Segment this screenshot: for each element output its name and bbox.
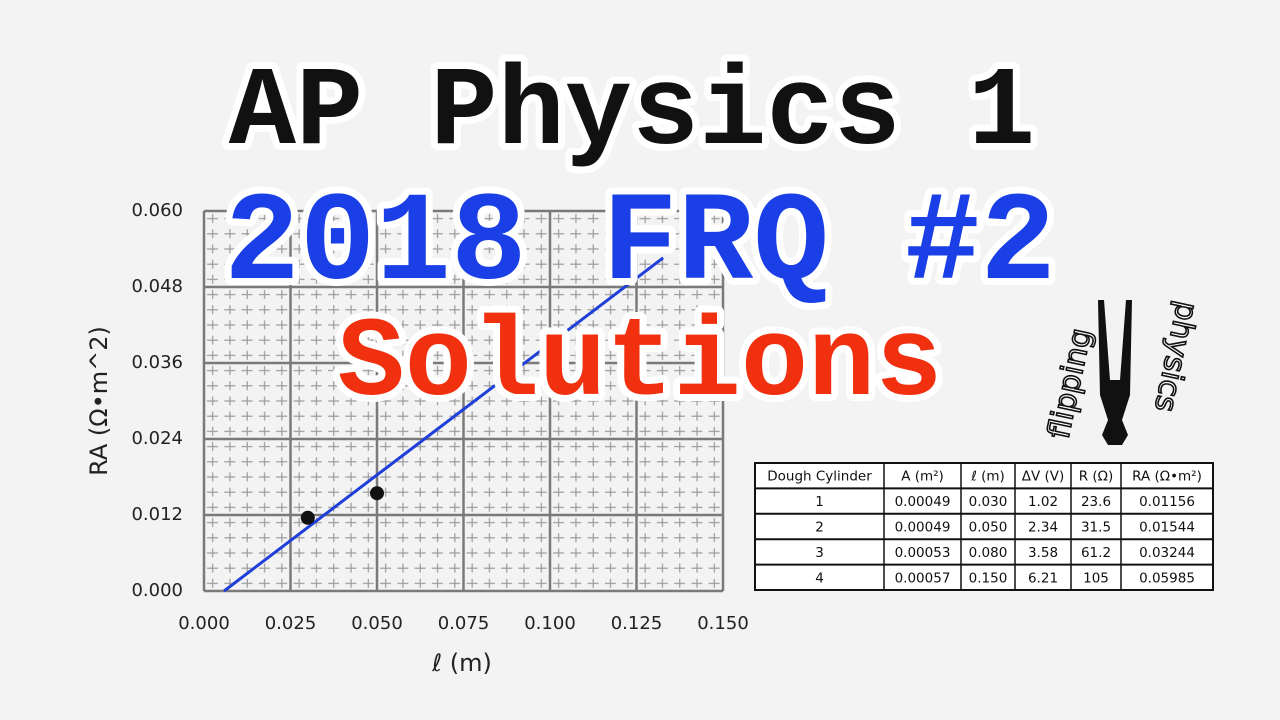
data-point — [300, 510, 315, 525]
y-axis-label: RA (Ω•m^2) — [85, 326, 113, 476]
grid: 0.000 0.025 0.050 0.075 0.100 0.125 0.150 0.000… — [131, 200, 748, 634]
table-cell: 0.00057 — [895, 570, 951, 586]
logo-figure — [1098, 300, 1132, 445]
table-cell: 0.01544 — [1139, 520, 1195, 536]
title: AP Physics 1 — [229, 50, 1036, 177]
table-cell: 0.05985 — [1139, 570, 1195, 586]
table-header: ℓ (m) — [970, 469, 1005, 485]
table-cell: 61.2 — [1081, 545, 1111, 561]
table-cell: 1 — [815, 494, 824, 510]
y-tick-label: 0.036 — [131, 352, 183, 373]
x-tick-label: 0.050 — [351, 613, 403, 634]
table-cell: 2.34 — [1028, 520, 1058, 536]
table-cell: 0.050 — [969, 520, 1008, 536]
data-point — [370, 486, 384, 501]
y-tick-label: 0.012 — [131, 504, 183, 525]
table-cell: 0.00049 — [895, 494, 951, 510]
table-header: ΔV (V) — [1022, 469, 1065, 485]
subtitle: 2018 FRQ #2 — [224, 173, 1056, 316]
table-header: R (Ω) — [1079, 469, 1114, 485]
table-cell: 0.00049 — [895, 520, 951, 536]
x-tick-label: 0.100 — [524, 613, 576, 634]
table-cell: 31.5 — [1081, 520, 1111, 536]
table-cell: 3.58 — [1028, 545, 1058, 561]
y-tick-label: 0.048 — [131, 276, 183, 297]
table-header: A (m²) — [901, 469, 944, 485]
table-cell: 0.150 — [969, 570, 1008, 586]
x-axis-label: ℓ (m) — [431, 649, 492, 677]
fit-line — [223, 256, 665, 593]
x-tick-label: 0.025 — [265, 613, 317, 634]
table-cell: 3 — [815, 545, 824, 561]
x-tick-label: 0.150 — [697, 613, 749, 634]
table-cell: 0.030 — [969, 494, 1008, 510]
table-cell: 6.21 — [1028, 570, 1058, 586]
table-cell: 0.03244 — [1139, 545, 1195, 561]
table-header: Dough Cylinder — [767, 469, 872, 485]
table-cell: 0.00053 — [895, 545, 951, 561]
data-table: Dough Cylinder A (m²) ℓ (m) ΔV (V) R (Ω) RA (… — [754, 462, 1214, 591]
table-cell: 2 — [815, 520, 824, 536]
table-cell: 23.6 — [1081, 494, 1111, 510]
table-header: RA (Ω•m²) — [1132, 469, 1202, 485]
table-cell: 4 — [815, 570, 824, 586]
plot — [223, 256, 665, 593]
table-cell: 105 — [1083, 570, 1109, 586]
y-tick-label: 0.024 — [131, 428, 183, 449]
table-cell: 1.02 — [1028, 494, 1058, 510]
x-tick-label: 0.125 — [611, 613, 663, 634]
table-frame — [754, 462, 1214, 591]
y-tick-label: 0.060 — [131, 200, 183, 221]
x-tick-label: 0.075 — [438, 613, 490, 634]
subtitle-2: Solutions — [338, 301, 943, 428]
x-tick-label: 0.000 — [178, 613, 230, 634]
table-cell: 0.01156 — [1139, 494, 1195, 510]
table-cell: 0.080 — [969, 545, 1008, 561]
y-tick-label: 0.000 — [131, 580, 183, 601]
